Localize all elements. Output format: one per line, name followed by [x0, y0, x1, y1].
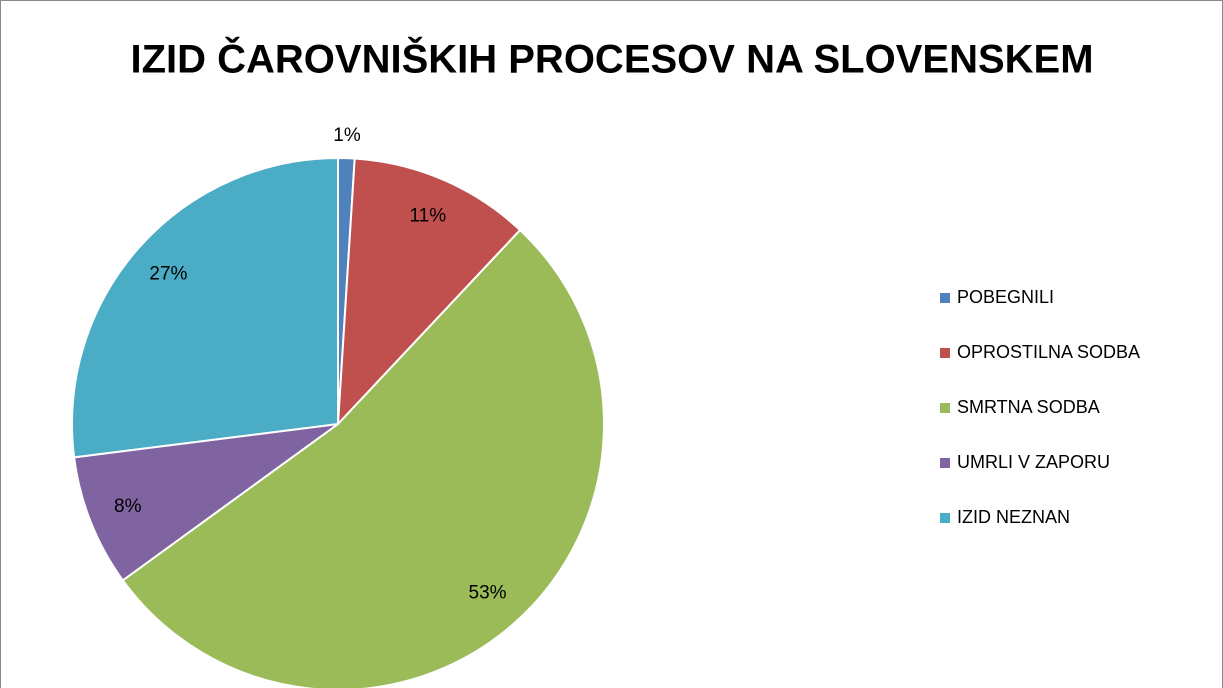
legend-label: POBEGNILI — [957, 287, 1054, 307]
legend-swatch — [940, 403, 950, 413]
legend-swatch — [940, 458, 950, 468]
legend-swatch — [940, 348, 950, 358]
data-label: 11% — [409, 206, 446, 227]
legend-swatch — [940, 513, 950, 523]
legend-label: OPROSTILNA SODBA — [957, 342, 1140, 362]
data-label: 27% — [149, 263, 187, 284]
legend-label: UMRLI V ZAPORU — [957, 452, 1110, 472]
chart-title: IZID ČAROVNIŠKIH PROCESOV NA SLOVENSKEM — [130, 36, 1093, 82]
legend-label: IZID NEZNAN — [957, 507, 1070, 527]
legend-label: SMRTNA SODBA — [957, 397, 1100, 417]
pie-slice — [121, 228, 605, 688]
pie-slice — [72, 423, 339, 582]
data-label: 8% — [114, 496, 142, 517]
pie-slice — [336, 157, 522, 427]
data-label: 1% — [333, 125, 361, 146]
pie-slice — [71, 156, 339, 459]
data-label: 53% — [469, 583, 507, 604]
legend-swatch — [940, 293, 950, 303]
